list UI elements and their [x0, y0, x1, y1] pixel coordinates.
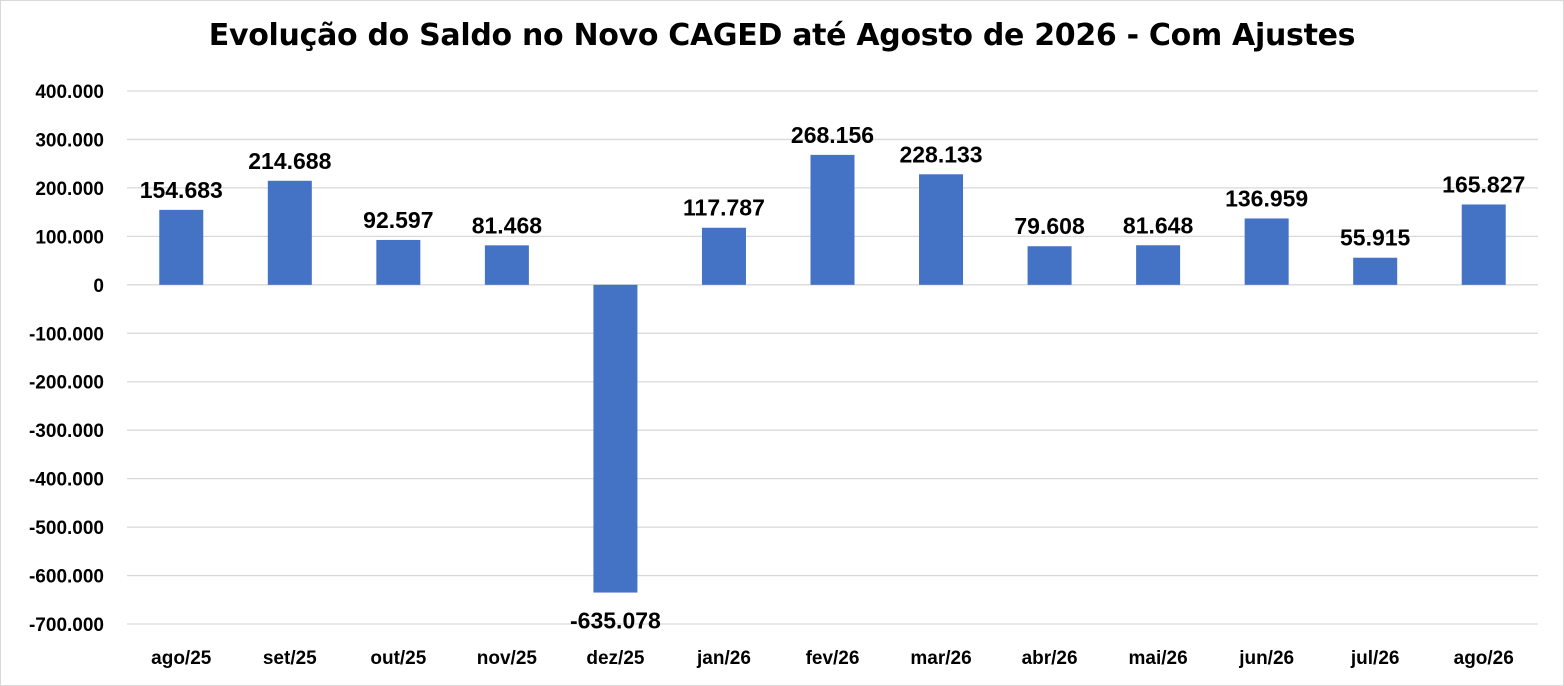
bar-out-25 — [376, 239, 421, 285]
bar-nov-25 — [484, 245, 529, 285]
gridlines — [127, 90, 1538, 625]
x-tick-label: mai/26 — [1129, 648, 1188, 669]
data-label: 268.156 — [791, 122, 874, 148]
bar-jun-26 — [1244, 218, 1289, 285]
data-label: 117.787 — [683, 195, 765, 221]
x-tick-label: fev/26 — [806, 648, 860, 669]
y-tick-label: -200.000 — [29, 373, 104, 394]
data-label: 79.608 — [1014, 213, 1085, 239]
data-label: 154.683 — [140, 177, 223, 203]
data-label: 165.827 — [1442, 171, 1525, 197]
bar-ago-25 — [159, 209, 204, 285]
data-label: 136.959 — [1225, 185, 1308, 211]
x-tick-label: ago/26 — [1454, 648, 1514, 669]
y-tick-label: -700.000 — [29, 615, 104, 636]
x-tick-label: jan/26 — [696, 648, 751, 669]
data-label: 81.648 — [1123, 212, 1194, 238]
x-tick-label: abr/26 — [1022, 648, 1078, 669]
y-axis: 400.000 300.000 200.000 100.000 0 -100.000 -20… — [29, 82, 104, 636]
y-tick-label: -400.000 — [29, 470, 104, 491]
bar-jul-26 — [1353, 257, 1398, 285]
x-tick-label: nov/25 — [477, 648, 538, 669]
bar-jan-26 — [701, 227, 746, 285]
bar-fev-26 — [810, 154, 855, 285]
chart-title: Evolução do Saldo no Novo CAGED até Agos… — [208, 18, 1356, 53]
bar-mar-26 — [919, 174, 964, 285]
bar-mai-26 — [1136, 245, 1181, 285]
y-tick-label: -100.000 — [29, 324, 104, 345]
y-tick-label: -500.000 — [29, 518, 104, 539]
y-tick-label: 0 — [93, 276, 104, 297]
bar-set-25 — [267, 180, 312, 285]
bar-dez-25 — [593, 284, 638, 593]
y-tick-label: 400.000 — [35, 82, 104, 103]
x-tick-label: dez/25 — [586, 648, 645, 669]
x-tick-label: set/25 — [263, 648, 317, 669]
data-labels: 154.683 214.688 92.597 81.468 -635.078 117.78… — [140, 122, 1526, 634]
data-label: 228.133 — [899, 141, 982, 167]
y-tick-label: -600.000 — [29, 567, 104, 588]
bar-ago-26 — [1461, 204, 1506, 285]
x-tick-label: out/25 — [370, 648, 426, 669]
x-tick-label: jun/26 — [1238, 648, 1294, 669]
x-tick-label: ago/25 — [151, 648, 212, 669]
x-tick-label: jul/26 — [1350, 648, 1400, 669]
data-label: 92.597 — [363, 207, 433, 233]
data-label: -635.078 — [570, 608, 661, 634]
y-tick-label: 200.000 — [35, 179, 104, 200]
data-label: 214.688 — [248, 148, 331, 174]
y-tick-label: 100.000 — [35, 227, 104, 248]
bar-abr-26 — [1027, 246, 1072, 285]
bars — [159, 154, 1506, 593]
data-label: 55.915 — [1340, 225, 1411, 251]
x-axis: ago/25 set/25 out/25 nov/25 dez/25 jan/26 fev/… — [151, 648, 1514, 669]
y-tick-label: 300.000 — [35, 130, 104, 151]
y-tick-label: -300.000 — [29, 421, 104, 442]
x-tick-label: mar/26 — [910, 648, 971, 669]
data-label: 81.468 — [472, 212, 543, 238]
